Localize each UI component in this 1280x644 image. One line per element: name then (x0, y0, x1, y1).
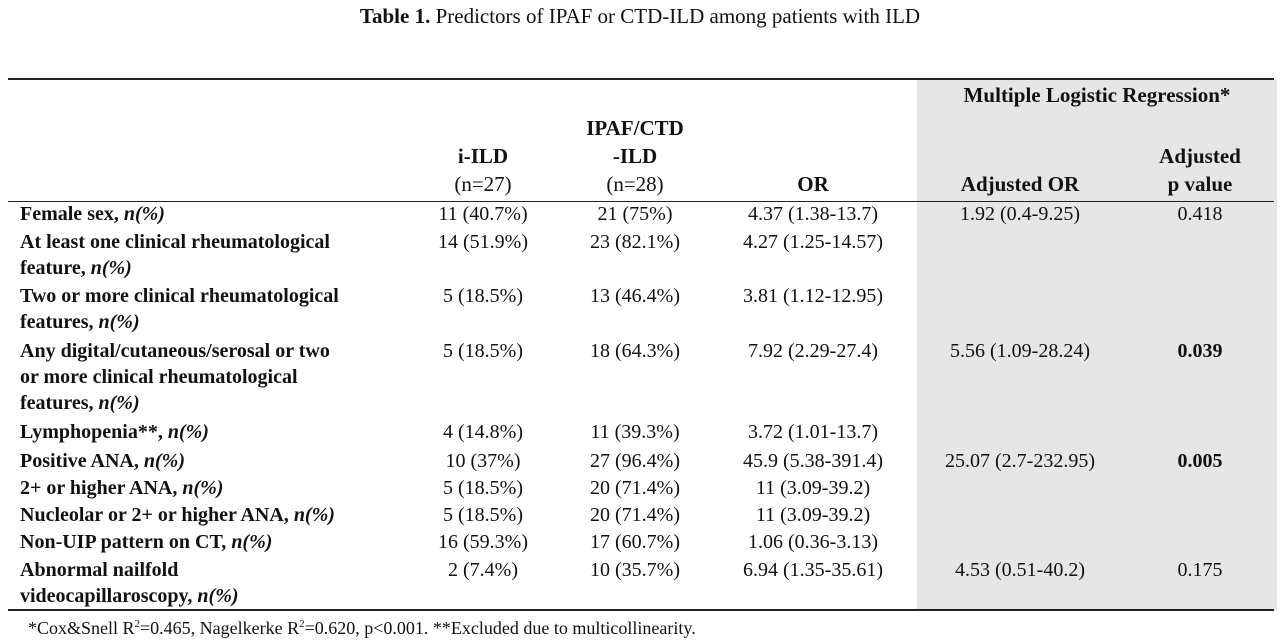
cell-ipaf: 23 (82.1%) (590, 231, 680, 253)
cell-or: 4.27 (1.25-14.57) (743, 231, 883, 253)
col-header-ipaf-line1: IPAF/CTD (586, 116, 684, 140)
row-label: Any digital/cutaneous/serosal or two or m… (20, 340, 330, 414)
cell-ipaf: 21 (75%) (597, 203, 673, 225)
row-label: Abnormal nailfold videocapillaroscopy, n(… (20, 559, 239, 607)
cell-iild: 5 (18.5%) (443, 285, 523, 307)
cell-ipaf: 20 (71.4%) (590, 477, 680, 499)
cell-iild: 5 (18.5%) (443, 477, 523, 499)
cell-or: 45.9 (5.38-391.4) (743, 450, 883, 472)
top-rule (8, 78, 1274, 80)
cell-ipaf: 27 (96.4%) (590, 450, 680, 472)
row-label: At least one clinical rheumatological fea… (20, 231, 330, 279)
cell-ipaf: 20 (71.4%) (590, 504, 680, 526)
regression-shaded-region (917, 80, 1277, 610)
col-header-adjusted-or: Adjusted OR (960, 172, 1080, 196)
col-header-iild: i-ILD (457, 144, 509, 168)
cell-ipaf: 13 (46.4%) (590, 285, 680, 307)
bottom-rule (8, 609, 1274, 611)
col-header-or: OR (797, 172, 829, 196)
cell-or: 6.94 (1.35-35.61) (743, 559, 883, 581)
table-footnote: *Cox&Snell R2=0.465, Nagelkerke R2=0.620… (28, 618, 696, 638)
header-rule (8, 201, 1274, 202)
cell-p-value: 0.418 (1177, 203, 1223, 225)
row-label: Positive ANA, n(%) (20, 450, 185, 472)
cell-adjusted-or: 1.92 (0.4-9.25) (960, 203, 1080, 225)
row-label: Two or more clinical rheumatological feat… (20, 285, 339, 333)
cell-iild: 4 (14.8%) (443, 421, 523, 443)
cell-adjusted-or: 4.53 (0.51-40.2) (955, 559, 1085, 581)
cell-p-value: 0.005 (1177, 450, 1223, 472)
cell-or: 11 (3.09-39.2) (755, 477, 871, 499)
row-label: Female sex, n(%) (20, 203, 165, 225)
cell-or: 3.72 (1.01-13.7) (748, 421, 878, 443)
table-number: Table 1. (359, 4, 431, 28)
cell-ipaf: 11 (39.3%) (590, 421, 680, 443)
row-label: Nucleolar or 2+ or higher ANA, n(%) (20, 504, 335, 526)
cell-ipaf: 18 (64.3%) (590, 340, 680, 362)
col-header-iild-n: (n=27) (454, 172, 512, 196)
cell-or: 3.81 (1.12-12.95) (743, 285, 883, 307)
row-label: 2+ or higher ANA, n(%) (20, 477, 224, 499)
cell-or: 4.37 (1.38-13.7) (748, 203, 878, 225)
table-title: Table 1. Predictors of IPAF or CTD-ILD a… (0, 4, 1280, 29)
regression-group-header: Multiple Logistic Regression* (963, 83, 1231, 107)
cell-iild: 2 (7.4%) (448, 559, 518, 581)
cell-adjusted-or: 25.07 (2.7-232.95) (945, 450, 1095, 472)
row-label: Non-UIP pattern on CT, n(%) (20, 531, 273, 553)
cell-or: 1.06 (0.36-3.13) (748, 531, 878, 553)
cell-p-value: 0.039 (1177, 340, 1223, 362)
cell-iild: 11 (40.7%) (438, 203, 528, 225)
col-header-ipaf-n: (n=28) (606, 172, 664, 196)
cell-adjusted-or: 5.56 (1.09-28.24) (950, 340, 1090, 362)
cell-iild: 16 (59.3%) (438, 531, 528, 553)
cell-or: 11 (3.09-39.2) (755, 504, 871, 526)
cell-iild: 10 (37%) (445, 450, 521, 472)
cell-ipaf: 17 (60.7%) (590, 531, 680, 553)
col-header-p-line2: p value (1167, 172, 1233, 196)
col-header-ipaf-line2: -ILD (612, 144, 658, 168)
cell-or: 7.92 (2.29-27.4) (748, 340, 878, 362)
col-header-p-line1: Adjusted (1159, 144, 1241, 168)
cell-p-value: 0.175 (1177, 559, 1223, 581)
cell-iild: 14 (51.9%) (438, 231, 528, 253)
row-label: Lymphopenia**, n(%) (20, 421, 209, 443)
cell-iild: 5 (18.5%) (443, 340, 523, 362)
cell-ipaf: 10 (35.7%) (590, 559, 680, 581)
table-caption: Predictors of IPAF or CTD-ILD among pati… (430, 4, 921, 28)
cell-iild: 5 (18.5%) (443, 504, 523, 526)
